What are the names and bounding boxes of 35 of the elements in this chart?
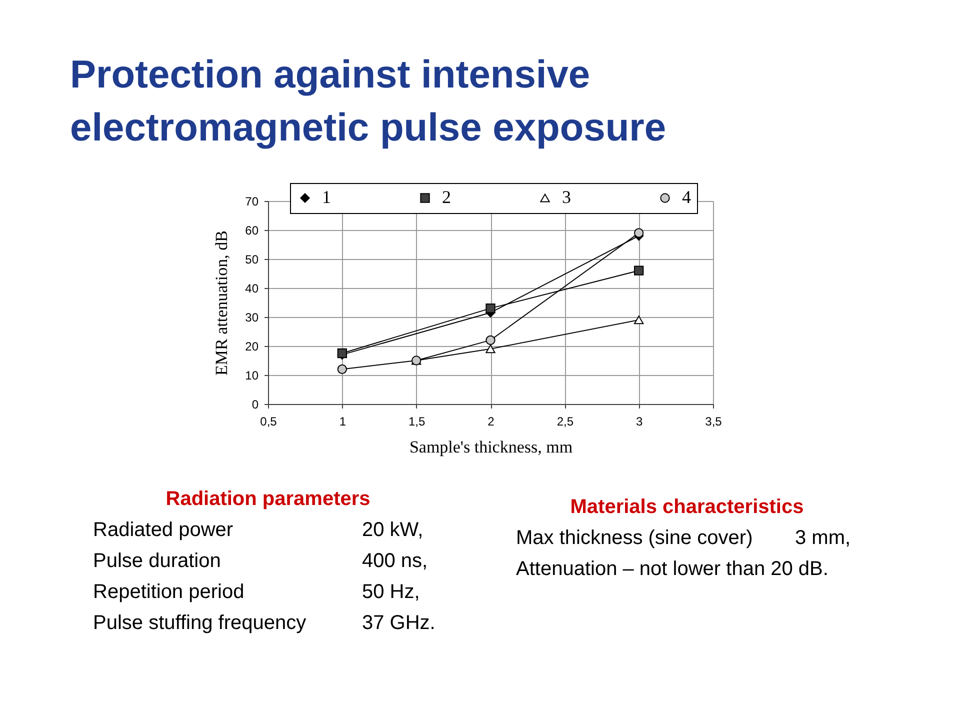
text: Attenuation – not lower than 20 dB. [516, 558, 828, 580]
text: 400 ns, [362, 550, 428, 572]
y-tick-label: 20 [245, 340, 259, 354]
legend-label: 2 [442, 187, 451, 207]
text: Materials characteristics [570, 496, 804, 518]
legend-label: 3 [562, 187, 571, 207]
y-tick-label: 50 [245, 252, 259, 266]
y-axis-title: EMR attenuation, dB [212, 230, 232, 376]
text: Radiated power [93, 519, 234, 541]
legend-label: 4 [682, 187, 691, 207]
legend-label: 1 [322, 187, 331, 207]
x-tick-label: 3,5 [705, 414, 722, 428]
text: Radiation parameters [166, 488, 370, 510]
x-tick-label: 2 [488, 414, 495, 428]
x-axis-title: Sample's thickness, mm [409, 438, 573, 456]
text: 20 kW, [362, 519, 424, 541]
text: Max thickness (sine cover) [516, 527, 753, 549]
text: Repetition period [93, 581, 244, 603]
y-tick-label: 30 [245, 310, 259, 324]
chart-title: Protection against intensive electromagnetic pulse exposure [70, 54, 666, 150]
x-tick-label: 1 [339, 414, 346, 428]
x-tick-label: 2,5 [556, 414, 574, 428]
text: Pulse duration [93, 550, 221, 572]
text: 3 mm, [795, 527, 851, 549]
y-tick-label: 0 [252, 398, 259, 412]
y-tick-label: 10 [245, 368, 259, 382]
y-tick-label: 40 [245, 282, 259, 296]
text: 37 GHz. [362, 612, 436, 634]
y-tick-label: 70 [245, 194, 259, 208]
x-tick-label: 3 [636, 414, 643, 428]
x-tick-label: 0,5 [260, 414, 278, 428]
y-tick-label: 60 [245, 224, 259, 238]
text: 50 Hz, [362, 581, 420, 603]
text: Pulse stuffing frequency [93, 612, 306, 634]
x-tick-label: 1,5 [408, 414, 426, 428]
